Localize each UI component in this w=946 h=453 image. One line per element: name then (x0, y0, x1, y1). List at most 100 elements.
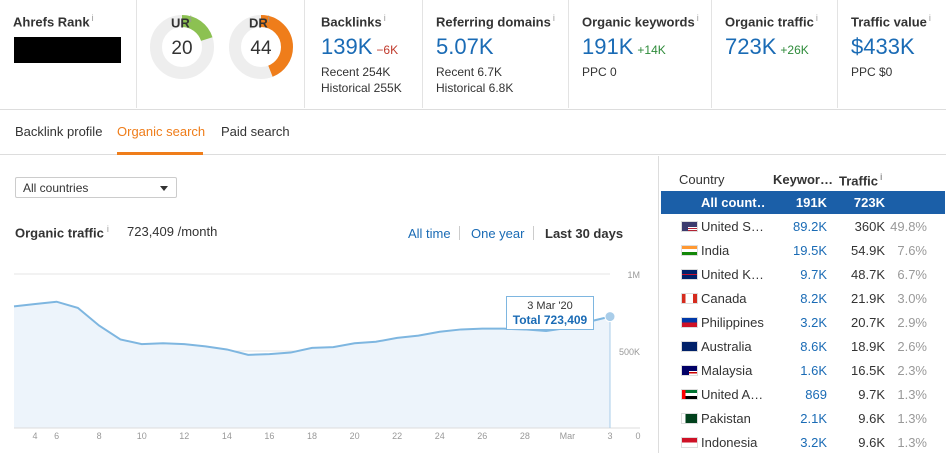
area-fill (14, 301, 610, 428)
country-keywords[interactable]: 191K (795, 195, 827, 210)
country-traffic: 9.7K (858, 387, 885, 402)
tab-backlink-profile[interactable]: Backlink profile (15, 124, 103, 139)
table-row[interactable]: All count… 191K 723K (661, 191, 945, 214)
info-icon[interactable]: i (267, 14, 270, 24)
country-name[interactable]: Canada (701, 291, 747, 306)
backlinks-cell: Backlinks i 139K −6K Recent 254K Historica… (305, 0, 423, 108)
country-name[interactable]: Philippines (701, 315, 764, 330)
country-traffic: 16.5K (851, 363, 885, 378)
x-tick-label: 3 (607, 431, 612, 441)
table-row[interactable]: India 19.5K 54.9K 7.6% (661, 239, 945, 262)
referring-domains-recent: Recent 6.7K (436, 65, 503, 80)
flag-ca-icon (681, 293, 698, 304)
info-icon[interactable]: i (106, 224, 109, 234)
table-row[interactable]: Philippines 3.2K 20.7K 2.9% (661, 311, 945, 334)
country-traffic-share: 6.7% (897, 267, 927, 282)
table-row[interactable]: Australia 8.6K 18.9K 2.6% (661, 335, 945, 358)
country-name[interactable]: Australia (701, 339, 752, 354)
organic-keywords-cell: Organic keywords i 191K +14K PPC 0 (569, 0, 712, 108)
range-separator (533, 226, 534, 240)
backlinks-value[interactable]: 139K (321, 34, 373, 60)
dr-label: DRi (249, 14, 270, 31)
dr-gauge-arc (229, 15, 293, 79)
country-keywords[interactable]: 3.2K (800, 435, 827, 450)
country-keywords[interactable]: 8.6K (800, 339, 827, 354)
organic-traffic-value[interactable]: 723K (725, 34, 777, 60)
info-icon[interactable]: i (91, 13, 94, 23)
country-keywords[interactable]: 19.5K (793, 243, 827, 258)
country-name[interactable]: Indonesia (701, 435, 758, 450)
country-table: Country Keywor… Traffic i All count… 191K 7… (658, 156, 946, 453)
country-name[interactable]: United S… (701, 219, 764, 234)
country-name[interactable]: United A… (701, 387, 764, 402)
country-keywords[interactable]: 2.1K (800, 411, 827, 426)
country-name[interactable]: India (701, 243, 730, 258)
x-tick-label: 10 (137, 431, 147, 441)
info-icon[interactable]: i (880, 172, 883, 182)
chart-tooltip: 3 Mar '20 Total 723,409 (506, 296, 594, 330)
column-header-keywords[interactable]: Keywor… (773, 172, 833, 187)
redacted-value (14, 37, 121, 63)
country-keywords[interactable]: 869 (805, 387, 827, 402)
flag-au-icon (681, 341, 698, 352)
report-tabs: Backlink profile Organic search Paid sea… (0, 110, 946, 155)
info-icon[interactable]: i (383, 13, 386, 23)
info-icon[interactable]: i (815, 13, 818, 23)
table-row[interactable]: Malaysia 1.6K 16.5K 2.3% (661, 359, 945, 382)
table-row[interactable]: Canada 8.2K 21.9K 3.0% (661, 287, 945, 310)
country-keywords[interactable]: 89.2K (793, 219, 827, 234)
table-row[interactable]: United S… 89.2K 360K 49.8% (661, 215, 945, 238)
country-name[interactable]: All count… (701, 195, 765, 210)
referring-domains-historical: Historical 6.8K (436, 81, 514, 96)
country-name[interactable]: United K… (701, 267, 764, 282)
column-header-traffic[interactable]: Traffic i (839, 172, 883, 189)
country-keywords[interactable]: 9.7K (800, 267, 827, 282)
traffic-value-value[interactable]: $433K (851, 34, 915, 60)
backlinks-recent: Recent 254K (321, 65, 391, 80)
flag-my-icon (681, 365, 698, 376)
column-header-country[interactable]: Country (679, 172, 725, 187)
x-tick-label: 18 (307, 431, 317, 441)
info-icon[interactable]: i (189, 14, 192, 24)
info-icon[interactable]: i (552, 13, 555, 23)
tab-organic-search[interactable]: Organic search (117, 124, 206, 139)
country-name[interactable]: Malaysia (701, 363, 753, 378)
country-traffic-share: 2.9% (897, 315, 927, 330)
country-traffic-share: 1.3% (897, 387, 927, 402)
table-row[interactable]: Pakistan 2.1K 9.6K 1.3% (661, 407, 945, 430)
country-traffic: 48.7K (851, 267, 885, 282)
x-tick-label: Mar (560, 431, 576, 441)
country-traffic-share: 2.6% (897, 339, 927, 354)
active-tab-indicator (117, 152, 203, 155)
info-icon[interactable]: i (928, 13, 931, 23)
organic-keywords-value[interactable]: 191K (582, 34, 634, 60)
organic-traffic-chart-svg[interactable]: 1M 500K 0 4 6 8 10 12 14 16 18 20 22 24 26 28 Mar 3 (0, 258, 658, 453)
range-separator (459, 226, 460, 240)
x-tick-label: 6 (54, 431, 59, 441)
country-keywords[interactable]: 8.2K (800, 291, 827, 306)
country-name[interactable]: Pakistan (701, 411, 751, 426)
country-traffic-share: 1.3% (897, 435, 927, 450)
table-row[interactable]: Indonesia 3.2K 9.6K 1.3% (661, 431, 945, 453)
caret-down-icon (160, 186, 168, 191)
range-one-year[interactable]: One year (471, 226, 525, 241)
metrics-bar: Ahrefs Rank i URi 20 DRi 44 Backlinks i 13… (0, 0, 946, 110)
traffic-value-ppc: PPC $0 (851, 65, 893, 80)
x-tick-label: 22 (392, 431, 402, 441)
country-keywords[interactable]: 1.6K (800, 363, 827, 378)
country-keywords[interactable]: 3.2K (800, 315, 827, 330)
referring-domains-value[interactable]: 5.07K (436, 34, 494, 60)
info-icon[interactable]: i (696, 13, 699, 23)
range-last-30-days[interactable]: Last 30 days (545, 226, 624, 241)
table-row[interactable]: United K… 9.7K 48.7K 6.7% (661, 263, 945, 286)
country-select[interactable]: All countries (15, 177, 177, 198)
y-tick-label: 500K (619, 347, 640, 357)
x-tick-label: 12 (179, 431, 189, 441)
x-tick-label: 26 (477, 431, 487, 441)
tab-paid-search[interactable]: Paid search (221, 124, 290, 139)
range-all-time[interactable]: All time (408, 226, 451, 241)
ahrefs-rank-cell: Ahrefs Rank i (0, 0, 137, 108)
x-tick-label: 8 (97, 431, 102, 441)
hover-point[interactable] (604, 311, 616, 323)
table-row[interactable]: United A… 869 9.7K 1.3% (661, 383, 945, 406)
